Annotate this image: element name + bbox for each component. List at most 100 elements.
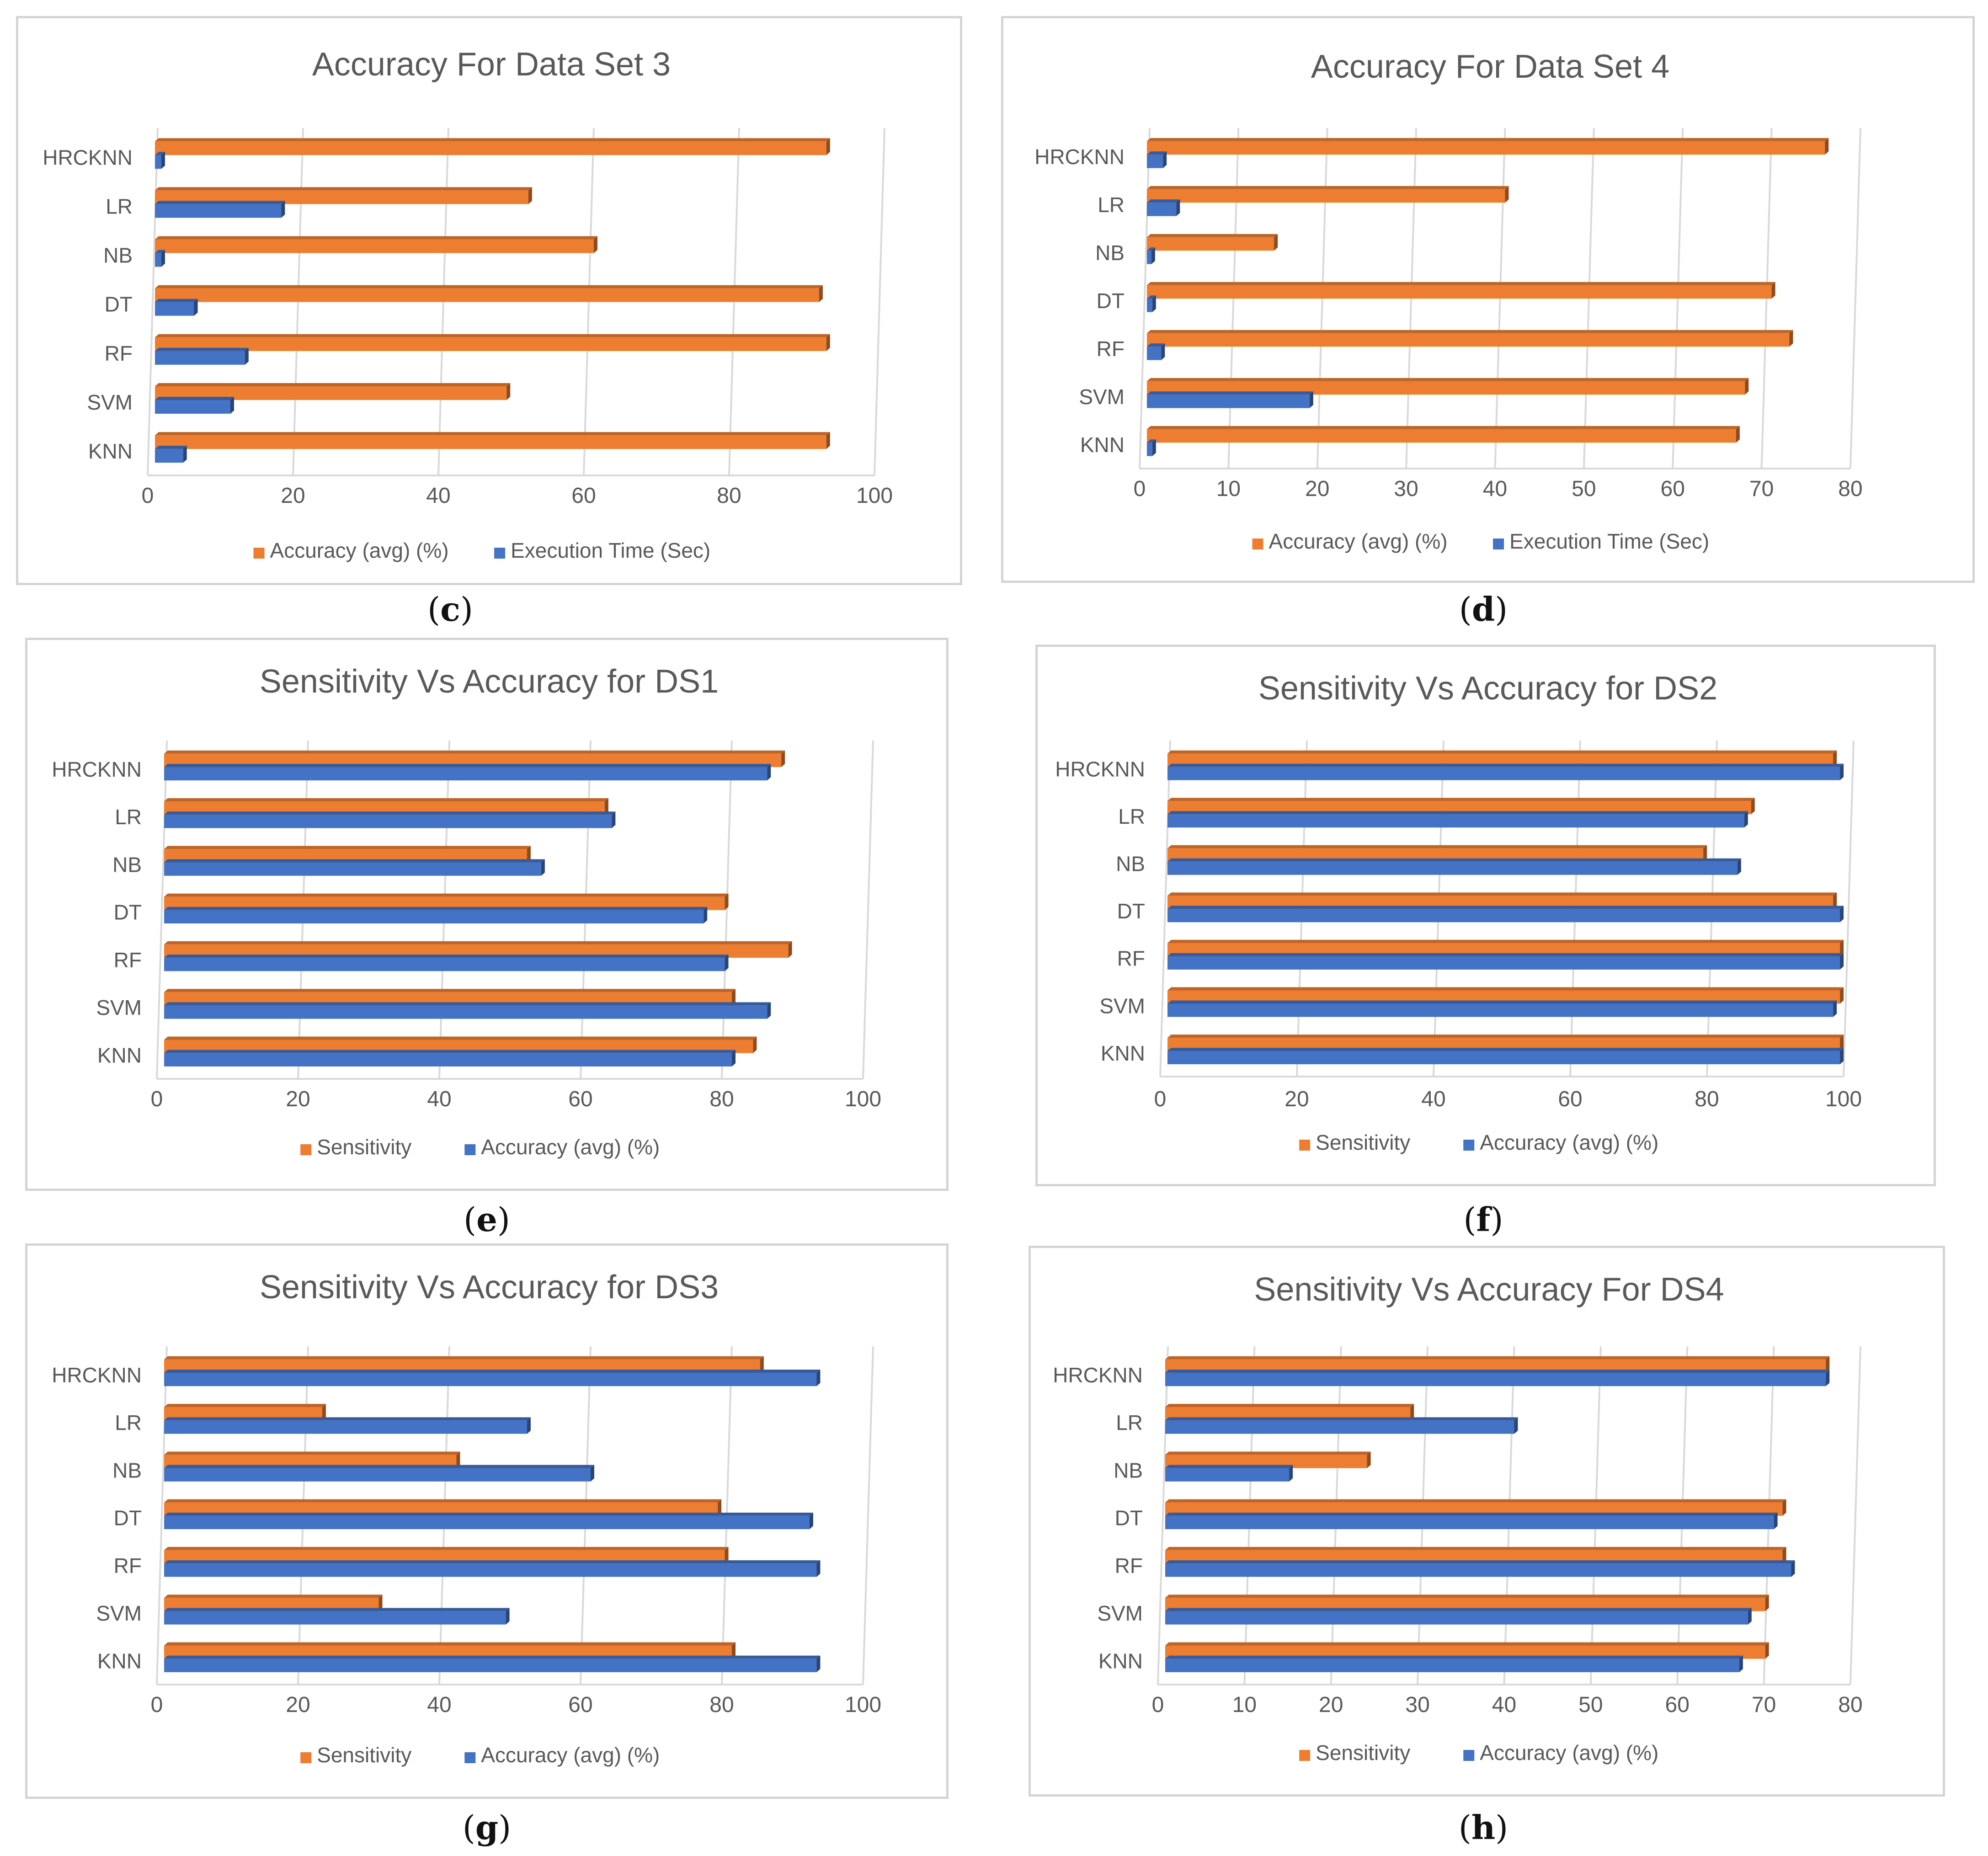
- bar-series2: [164, 763, 771, 781]
- bar-series2: [1167, 763, 1844, 780]
- category-label: LR: [1116, 1411, 1143, 1435]
- x-tick-label: 0: [142, 484, 154, 508]
- chart-panel-c: Accuracy For Data Set 3 0 20 40 60 80 100 HRCKN…: [16, 16, 962, 585]
- legend-label: Execution Time (Sec): [511, 539, 710, 562]
- gridline: [147, 128, 159, 476]
- bar-series2: [1147, 295, 1156, 312]
- legend: Sensitivity Accuracy (avg) (%): [1299, 1131, 1658, 1154]
- legend: Accuracy (avg) (%) Execution Time (Sec): [253, 539, 710, 562]
- x-tick-label: 20: [1284, 1087, 1309, 1111]
- legend: Sensitivity Accuracy (avg) (%): [300, 1743, 660, 1767]
- category-label: KNN: [1098, 1649, 1143, 1673]
- category-label: DT: [1117, 899, 1145, 923]
- bar-series2: [1147, 247, 1155, 264]
- x-tick-label: 20: [286, 1087, 310, 1111]
- bar-series1: [155, 432, 830, 449]
- category-label: KNN: [1080, 433, 1125, 457]
- x-tick-label: 20: [1305, 477, 1329, 501]
- legend-label: Accuracy (avg) (%): [1480, 1741, 1658, 1765]
- legend-swatch: [1493, 539, 1504, 549]
- x-tick-label: 30: [1394, 477, 1418, 501]
- caption-letter: f: [1476, 1200, 1491, 1239]
- category-label: NB: [1095, 241, 1125, 265]
- chart-svg-h: Sensitivity Vs Accuracy For DS4 0 10 20 30 40…: [1053, 1271, 1862, 1765]
- caption-letter: h: [1471, 1808, 1496, 1847]
- category-label: RF: [1097, 337, 1125, 361]
- category-label: HRCKNN: [1055, 757, 1145, 781]
- category-label: LR: [1098, 193, 1125, 217]
- caption-letter: e: [476, 1200, 497, 1239]
- category-label: NB: [103, 244, 133, 267]
- x-tick-label: 80: [1838, 477, 1862, 501]
- category-label: DT: [114, 901, 142, 924]
- caption-h: (h): [1458, 1808, 1508, 1847]
- x-tick-label: 30: [1405, 1693, 1429, 1717]
- bar-series2: [1167, 1048, 1844, 1065]
- category-label: HRCKNN: [43, 145, 133, 169]
- legend-swatch: [464, 1144, 476, 1155]
- legend-label: Accuracy (avg) (%): [1480, 1131, 1658, 1154]
- category-label: SVM: [1079, 385, 1125, 409]
- legend-label: Sensitivity: [317, 1135, 411, 1159]
- bar-series2: [1147, 343, 1165, 360]
- x-tick-label: 80: [709, 1087, 734, 1111]
- category-label: HRCKNN: [1034, 145, 1125, 169]
- chart-panel-f: Sensitivity Vs Accuracy for DS2 0 20 40 60 80…: [1035, 645, 1936, 1186]
- bar-series1: [155, 285, 823, 302]
- bar-series1: [155, 138, 830, 155]
- legend-label: Accuracy (avg) (%): [481, 1135, 660, 1159]
- x-tick-label: 100: [845, 1087, 881, 1111]
- bar-series2: [164, 1417, 531, 1434]
- legend-swatch: [1299, 1750, 1311, 1761]
- bar-series2: [1165, 1465, 1293, 1482]
- bar-series2: [1167, 953, 1844, 970]
- x-tick-label: 80: [717, 484, 741, 508]
- legend-swatch: [1463, 1140, 1475, 1151]
- bar-series2: [1165, 1560, 1795, 1577]
- bar-series1: [164, 1356, 764, 1373]
- caption-letter: g: [475, 1808, 499, 1847]
- bar-series2: [1167, 906, 1844, 923]
- bar-series1: [155, 236, 597, 253]
- category-label: KNN: [97, 1649, 142, 1673]
- category-label: LR: [115, 1411, 142, 1435]
- x-tick-label: 40: [426, 484, 450, 508]
- category-label: NB: [112, 1458, 142, 1482]
- bar-series1: [1147, 282, 1775, 299]
- x-tick-label: 40: [1492, 1693, 1516, 1717]
- x-tick-label: 40: [1421, 1087, 1445, 1111]
- gridline: [1843, 740, 1855, 1077]
- bar-series2: [1147, 199, 1180, 216]
- chart-panel-h: Sensitivity Vs Accuracy For DS4 0 10 20 30 40…: [1029, 1246, 1945, 1797]
- bar-series2: [164, 907, 708, 924]
- bar-series2: [1165, 1369, 1830, 1387]
- category-label: KNN: [97, 1044, 142, 1067]
- x-tick-label: 20: [286, 1693, 310, 1717]
- category-label: RF: [1115, 1554, 1143, 1578]
- bar-series2: [1167, 858, 1741, 875]
- category-label: LR: [106, 194, 133, 218]
- gridline: [1849, 1346, 1861, 1685]
- category-label: RF: [105, 341, 133, 365]
- x-tick-label: 100: [1825, 1087, 1862, 1111]
- bar-series2: [164, 1560, 821, 1577]
- caption-letter: d: [1471, 590, 1495, 629]
- bar-series1: [155, 334, 830, 351]
- bar-series2: [164, 1512, 813, 1530]
- legend-swatch: [253, 548, 265, 559]
- legend-swatch: [300, 1144, 312, 1155]
- x-tick-label: 40: [1483, 477, 1507, 501]
- legend-swatch: [1252, 539, 1263, 549]
- bar-series2: [155, 299, 198, 316]
- chart-svg-e: Sensitivity Vs Accuracy for DS1 0 20 40 60 80…: [52, 663, 881, 1159]
- x-tick-label: 60: [1558, 1087, 1582, 1111]
- bar-series2: [164, 811, 616, 828]
- category-label: DT: [1115, 1506, 1143, 1530]
- bar-series2: [164, 1369, 821, 1387]
- x-tick-label: 40: [427, 1087, 451, 1111]
- category-label: KNN: [88, 439, 133, 463]
- category-label: SVM: [87, 390, 133, 414]
- bar-series2: [1165, 1608, 1752, 1625]
- x-tick-label: 100: [845, 1693, 881, 1717]
- bar-series2: [1167, 1000, 1837, 1017]
